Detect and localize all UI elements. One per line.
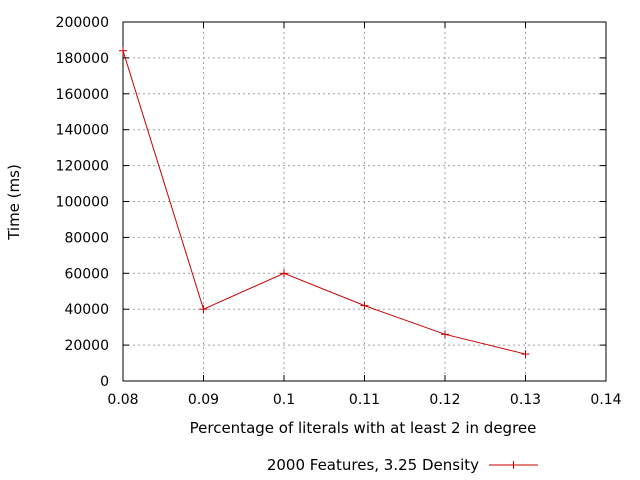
data-point [441, 330, 449, 339]
data-point [360, 301, 369, 310]
y-tick-labels: 0 20000 40000 60000 80000 100000 120000 140000 1… [56, 15, 109, 390]
y-tick-label: 200000 [56, 15, 109, 31]
y-axis-label: Time (ms) [5, 164, 23, 241]
data-point [521, 350, 530, 359]
x-tick-labels: 0.08 0.09 0.1 0.11 0.12 0.13 0.14 [107, 392, 621, 408]
x-tick-label: 0.08 [107, 392, 138, 408]
x-tick-label: 0.13 [510, 392, 541, 408]
y-tick-label: 180000 [56, 51, 109, 67]
y-tick-label: 140000 [56, 123, 109, 139]
legend-marker [509, 461, 518, 469]
x-tick-label: 0.14 [590, 392, 621, 408]
y-tick-label: 160000 [56, 87, 109, 103]
y-tick-label: 80000 [64, 230, 109, 246]
tick-marks [122, 21, 607, 382]
legend: 2000 Features, 3.25 Density [267, 456, 538, 474]
grid-lines [123, 22, 606, 381]
x-tick-label: 0.1 [273, 392, 295, 408]
data-point [119, 46, 127, 55]
legend-label: 2000 Features, 3.25 Density [267, 456, 479, 474]
data-point [199, 305, 208, 314]
x-tick-label: 0.09 [188, 392, 219, 408]
series-line [122, 50, 526, 355]
x-axis-label: Percentage of literals with at least 2 i… [190, 419, 537, 437]
data-point [280, 269, 288, 278]
x-tick-label: 0.12 [429, 392, 460, 408]
x-tick-label: 0.11 [349, 392, 380, 408]
y-tick-label: 60000 [64, 266, 109, 282]
y-tick-label: 20000 [64, 338, 109, 354]
y-tick-label: 0 [100, 374, 109, 390]
y-tick-label: 120000 [56, 159, 109, 175]
y-tick-label: 100000 [56, 195, 109, 211]
y-tick-label: 40000 [64, 302, 109, 318]
series-group [119, 46, 530, 359]
